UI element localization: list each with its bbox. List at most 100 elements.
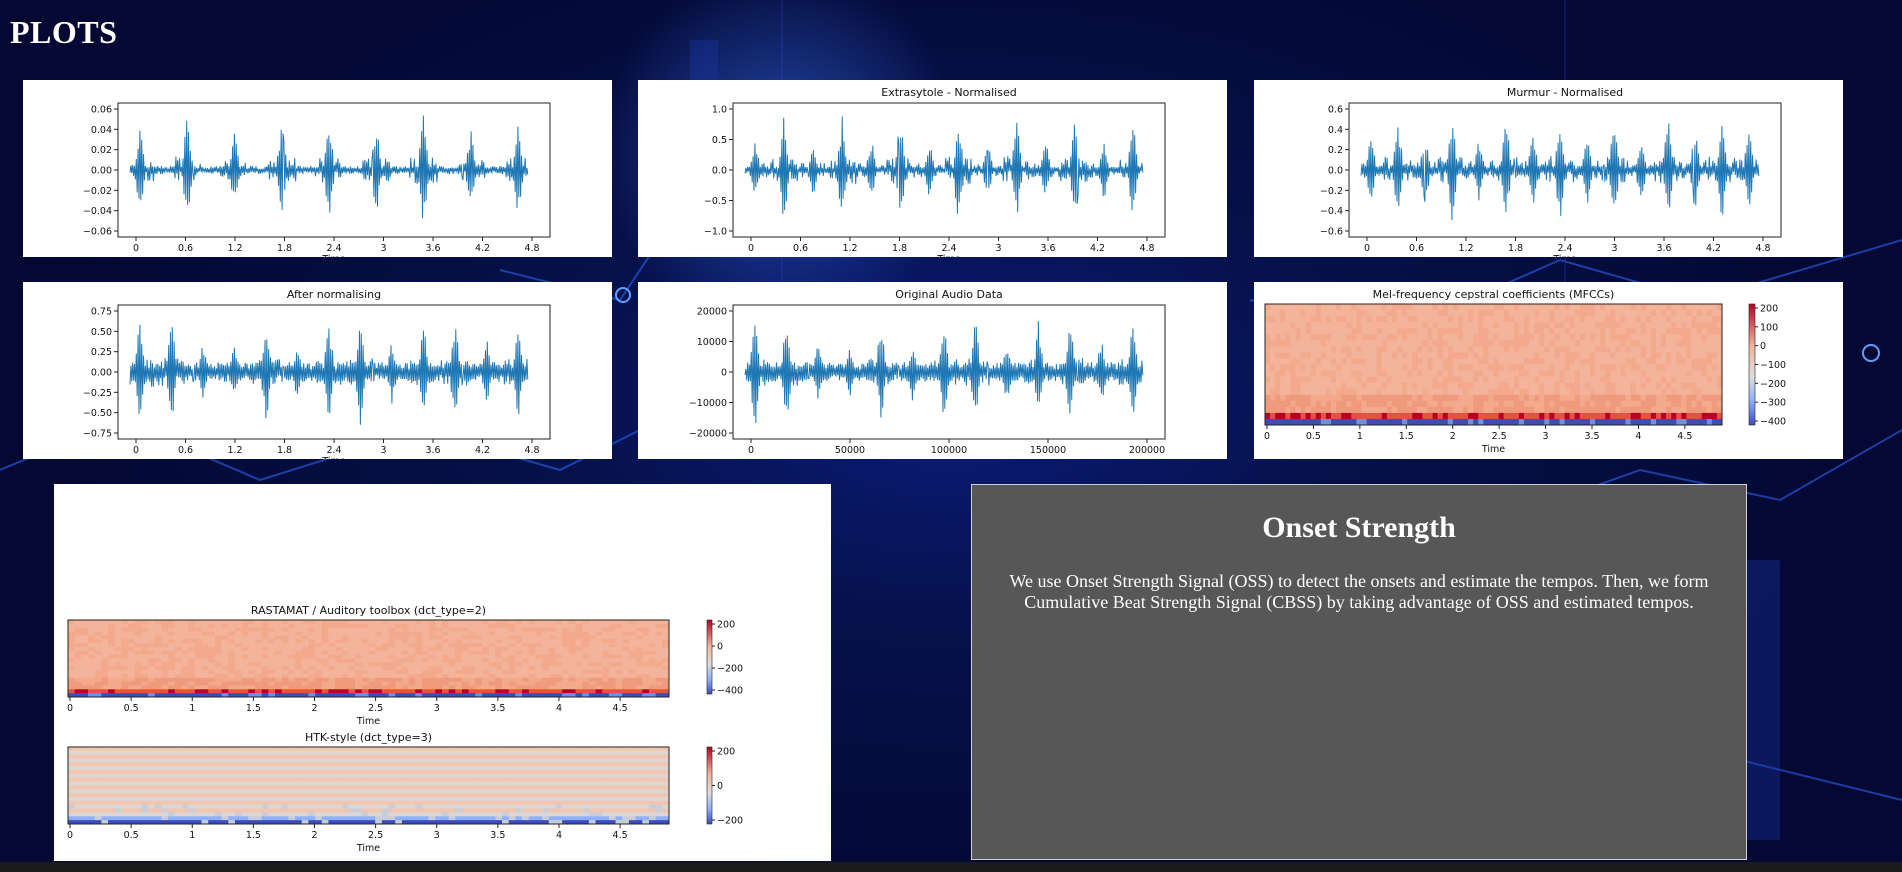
heatmap-cell: [134, 762, 142, 767]
heatmap-cell: [515, 773, 523, 779]
heatmap-cell: [1716, 388, 1723, 396]
heatmap-cell: [108, 785, 116, 790]
heatmap-cell: [1523, 358, 1530, 365]
heatmap-cell: [321, 643, 329, 648]
heatmap-cell: [1579, 328, 1586, 335]
heatmap-cell: [1351, 406, 1357, 414]
heatmap-cell: [88, 770, 96, 775]
heatmap-cell: [1671, 358, 1677, 365]
heatmap-cell: [1518, 382, 1525, 389]
heatmap-cell: [1681, 352, 1687, 359]
heatmap-cell: [1270, 358, 1276, 365]
heatmap-cell: [328, 689, 336, 694]
heatmap-cell: [408, 766, 416, 771]
heatmap-cell: [1457, 358, 1464, 365]
heatmap-cell: [168, 635, 176, 640]
heatmap-cell: [1574, 340, 1581, 347]
heatmap-cell: [1417, 388, 1423, 396]
heatmap-cell: [415, 689, 423, 694]
heatmap-cell: [1290, 370, 1296, 377]
heatmap-cell: [134, 677, 142, 682]
heatmap-cell: [1589, 358, 1596, 365]
heatmap-cell: [328, 685, 336, 690]
heatmap-cell: [1320, 418, 1327, 426]
heatmap-cell: [375, 693, 383, 698]
heatmap-cell: [428, 689, 436, 694]
heatmap-cell: [448, 747, 456, 752]
heatmap-cell: [1386, 412, 1393, 420]
heatmap-cell: [1346, 322, 1352, 329]
heatmap-cell: [1361, 412, 1367, 420]
heatmap-cell: [375, 758, 383, 763]
heatmap-cell: [248, 654, 256, 659]
heatmap-cell: [575, 677, 583, 682]
heatmap-cell: [101, 754, 109, 759]
heatmap-cell: [1600, 364, 1606, 371]
heatmap-cell: [475, 646, 483, 652]
heatmap-cell: [568, 666, 576, 671]
heatmap-cell: [101, 639, 109, 644]
heatmap-cell: [1447, 328, 1454, 335]
heatmap-cell: [1666, 340, 1672, 347]
heatmap-cell: [602, 639, 610, 644]
heatmap-cell: [1295, 418, 1301, 426]
heatmap-cell: [441, 650, 449, 655]
heatmap-cell: [615, 627, 623, 632]
heatmap-cell: [161, 689, 169, 694]
heatmap-cell: [1397, 322, 1403, 329]
heatmap-cell: [375, 635, 383, 640]
heatmap-cell: [1564, 322, 1570, 329]
heatmap-cell: [615, 785, 623, 790]
heatmap-cell: [582, 627, 590, 632]
heatmap-cell: [1691, 400, 1697, 408]
heatmap-cell: [1468, 340, 1474, 347]
heatmap-cell: [555, 635, 563, 640]
heatmap-cell: [1615, 364, 1621, 371]
heatmap-cell: [275, 635, 282, 640]
heatmap-cell: [201, 789, 209, 794]
heatmap-cell: [281, 650, 289, 655]
heatmap-cell: [221, 681, 229, 686]
heatmap-cell: [174, 785, 182, 790]
heatmap-cell: [1650, 412, 1657, 420]
heatmap-cell: [128, 662, 136, 667]
heatmap-cell: [515, 620, 523, 625]
heatmap-cell: [1493, 364, 1499, 371]
heatmap-cell: [1711, 328, 1718, 335]
heatmap-cell: [1544, 370, 1550, 377]
heatmap-cell: [161, 643, 169, 648]
heatmap-cell: [1569, 328, 1576, 335]
heatmap-cell: [1366, 418, 1372, 426]
heatmap-cell: [1402, 358, 1408, 365]
heatmap-cell: [482, 654, 489, 659]
heatmap-cell: [1295, 346, 1301, 353]
heatmap-cell: [128, 677, 136, 682]
heatmap-cell: [1468, 394, 1474, 402]
heatmap-cell: [435, 662, 443, 667]
heatmap-cell: [602, 770, 610, 775]
heatmap-cell: [488, 689, 496, 694]
heatmap-cell: [1315, 364, 1322, 371]
heatmap-cell: [1478, 382, 1484, 389]
heatmap-cell: [1463, 382, 1469, 389]
heatmap-cell: [1265, 304, 1271, 311]
heatmap-cell: [335, 627, 343, 632]
heatmap-cell: [1473, 358, 1479, 365]
heatmap-cell: [1361, 418, 1367, 426]
heatmap-cell: [1574, 358, 1581, 365]
heatmap-cell: [101, 677, 109, 682]
heatmap-cell: [468, 789, 476, 794]
heatmap-cell: [288, 754, 296, 759]
heatmap-cell: [228, 635, 236, 640]
heatmap-cell: [582, 662, 590, 667]
heatmap-cell: [1569, 340, 1576, 347]
heatmap-cell: [542, 631, 550, 636]
heatmap-cell: [355, 685, 363, 690]
heatmap-cell: [502, 773, 510, 779]
heatmap-cell: [555, 777, 563, 782]
heatmap-cell: [628, 750, 636, 755]
heatmap-cell: [341, 685, 349, 690]
heatmap-cell: [181, 635, 189, 640]
heatmap-cell: [381, 635, 389, 640]
heatmap-cell: [1295, 334, 1301, 341]
